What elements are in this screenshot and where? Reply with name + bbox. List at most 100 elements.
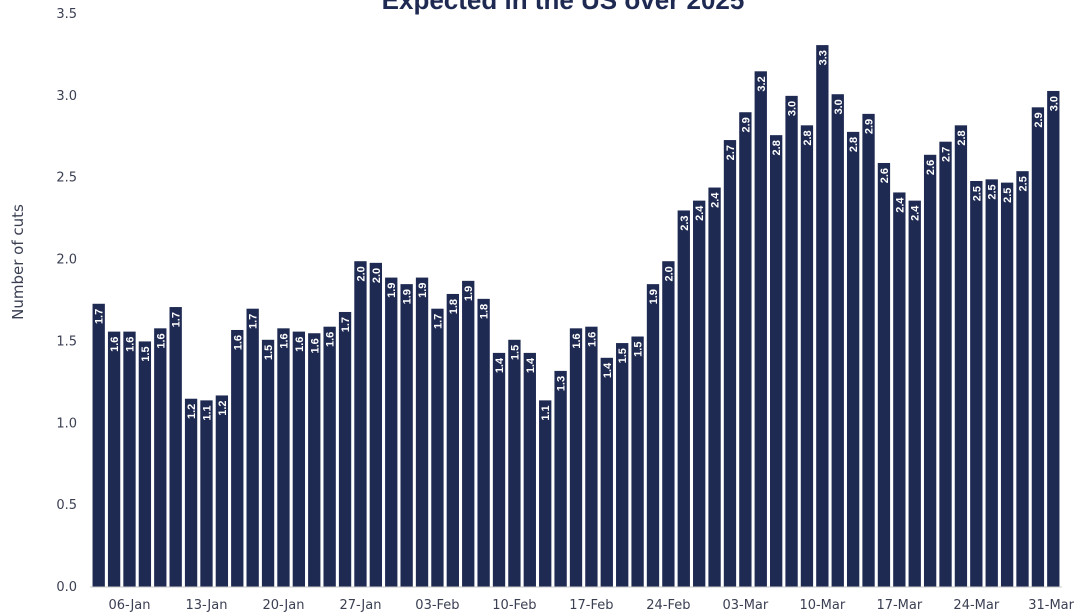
data-label: 3.2 — [756, 76, 768, 91]
y-axis-label: Number of cuts — [9, 204, 27, 320]
data-label: 2.8 — [848, 137, 860, 152]
bar — [508, 339, 521, 587]
bar — [693, 200, 706, 587]
data-label: 2.9 — [740, 117, 752, 132]
data-label: 1.8 — [479, 304, 491, 319]
bar — [169, 307, 182, 587]
data-label: 1.2 — [217, 400, 229, 415]
bar — [92, 303, 105, 587]
x-tick-label: 10-Feb — [492, 598, 536, 613]
x-tick-label: 03-Mar — [722, 598, 768, 613]
bar — [323, 326, 336, 587]
data-label: 1.9 — [417, 283, 429, 298]
data-label: 1.6 — [155, 333, 167, 348]
bar — [923, 154, 937, 588]
bar — [723, 140, 737, 587]
bar — [154, 328, 167, 587]
y-tick-label: 2.0 — [56, 253, 77, 268]
x-tick-label: 24-Feb — [646, 598, 690, 613]
data-label: 3.3 — [817, 50, 829, 65]
data-label: 2.4 — [710, 192, 722, 208]
bar — [215, 395, 229, 587]
bar — [585, 326, 598, 587]
bar — [893, 192, 906, 587]
data-label: 1.6 — [232, 335, 244, 350]
data-label: 3.0 — [787, 101, 799, 116]
data-label: 1.5 — [509, 345, 521, 360]
data-label: 3.0 — [833, 99, 845, 114]
bar — [908, 200, 921, 587]
data-label: 1.5 — [140, 346, 152, 361]
bar — [846, 131, 860, 587]
bar — [539, 400, 552, 587]
data-label: 1.7 — [340, 317, 352, 332]
bar — [123, 331, 136, 587]
bars — [92, 45, 1060, 588]
bar — [631, 336, 644, 587]
data-label: 1.7 — [94, 309, 106, 324]
data-label: 1.6 — [294, 337, 306, 352]
bar — [369, 262, 382, 587]
y-tick-label: 3.0 — [56, 89, 77, 104]
bar — [308, 333, 321, 587]
x-tick-label: 24-Mar — [953, 598, 999, 613]
data-label: 2.5 — [1018, 176, 1030, 191]
x-tick-label: 27-Jan — [339, 598, 381, 613]
data-labels: 1.71.6 1.61.51.61.71.2 1.1 1.21.61.71.51.6 1… — [94, 50, 1061, 421]
data-label: 1.6 — [586, 332, 598, 347]
data-label: 1.8 — [448, 299, 460, 314]
data-label: 2.0 — [663, 266, 675, 281]
bar — [1031, 107, 1045, 587]
data-label: 1.6 — [325, 332, 337, 347]
x-tick-label: 17-Mar — [876, 598, 922, 613]
data-label: 2.8 — [771, 140, 783, 155]
data-label: 1.7 — [171, 312, 183, 327]
bar — [446, 293, 459, 587]
x-tick-label: 17-Feb — [569, 598, 613, 613]
data-label: 1.1 — [540, 405, 552, 420]
data-label: 1.6 — [278, 333, 290, 348]
bar — [338, 311, 352, 587]
bar — [569, 328, 583, 587]
data-label: 2.5 — [1002, 188, 1014, 203]
y-tick-label: 1.0 — [56, 416, 77, 431]
bar — [200, 400, 213, 587]
bar — [184, 398, 198, 587]
bar — [261, 339, 275, 587]
y-tick-label: 1.5 — [56, 334, 77, 349]
bar — [1047, 90, 1060, 587]
bar — [616, 343, 629, 587]
data-label: 1.4 — [494, 357, 506, 373]
bar — [431, 308, 444, 587]
bar — [939, 141, 952, 587]
bar — [754, 71, 767, 588]
data-label: 1.9 — [463, 286, 475, 301]
y-axis-ticks: 0.0 0.5 1.0 1.5 2.0 2.5 3.0 3.5 — [56, 7, 77, 595]
x-tick-label: 03-Feb — [415, 598, 459, 613]
data-label: 1.6 — [124, 337, 136, 352]
bar — [662, 261, 675, 587]
data-label: 1.5 — [263, 345, 275, 360]
bar — [477, 298, 490, 587]
bar — [400, 284, 413, 587]
x-axis-ticks: 06-Jan 13-Jan 20-Jan 27-Jan 03-Feb 10-Feb 17-F… — [108, 598, 1074, 613]
data-label: 1.2 — [186, 404, 198, 419]
bar — [770, 135, 783, 587]
data-label: 1.9 — [386, 283, 398, 298]
data-label: 1.6 — [109, 337, 121, 352]
y-tick-label: 2.5 — [56, 171, 77, 186]
bar — [831, 94, 844, 587]
bar — [277, 328, 290, 587]
bar — [708, 187, 721, 588]
data-label: 1.4 — [602, 362, 614, 378]
bar — [554, 370, 567, 587]
data-label: 2.4 — [894, 197, 906, 213]
x-tick-label: 20-Jan — [262, 598, 304, 613]
bar — [985, 179, 998, 587]
data-label: 2.6 — [879, 168, 891, 183]
data-label: 2.0 — [371, 268, 383, 283]
data-label: 1.5 — [617, 348, 629, 363]
data-label: 1.6 — [309, 338, 321, 353]
bar — [138, 341, 152, 587]
